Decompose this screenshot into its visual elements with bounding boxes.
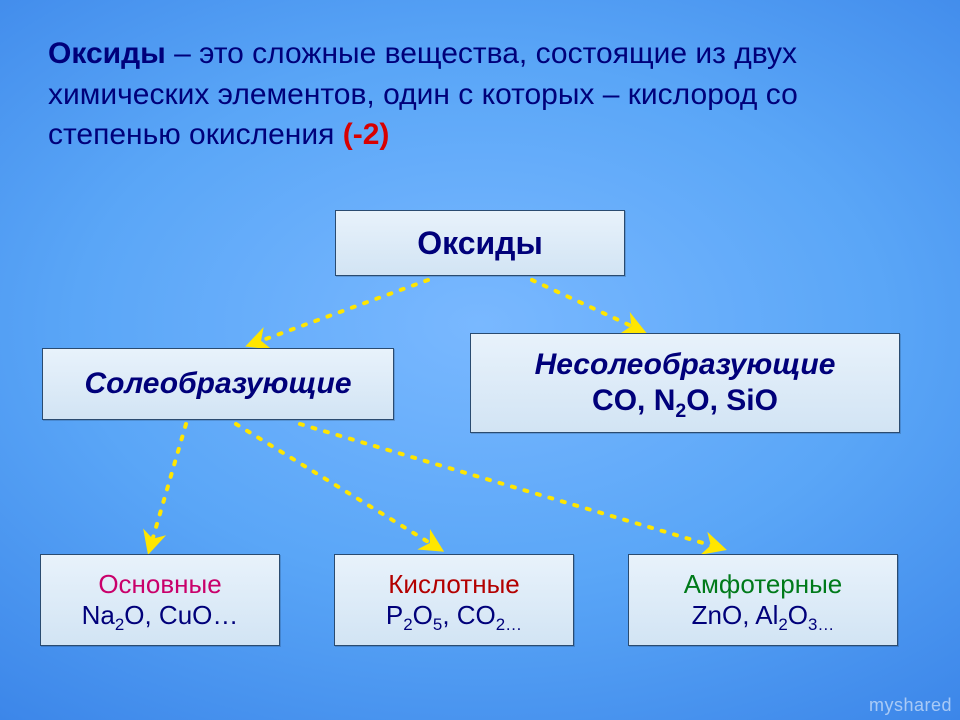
watermark: myshared xyxy=(869,695,952,716)
node-nesole-line1: Несолеобразующие xyxy=(535,347,836,383)
node-basic: Основные Na2O, CuO… xyxy=(40,554,280,646)
connector-oxides-sole xyxy=(252,280,428,344)
connector-oxides-nesole xyxy=(532,280,640,330)
definition-dash: – xyxy=(166,37,199,70)
node-ampho: Амфотерные ZnO, Al2O3… xyxy=(628,554,898,646)
node-sole-label: Солеобразующие xyxy=(84,366,351,402)
node-ampho-line1: Амфотерные xyxy=(684,569,843,600)
definition-oxstate: (-2) xyxy=(343,118,390,151)
definition-text: Оксиды – это сложные вещества, состоящие… xyxy=(48,34,912,156)
connector-sole-ampho xyxy=(300,424,720,548)
node-nesole: Несолеобразующие CO, N2O, SiO xyxy=(470,333,900,433)
node-basic-line2: Na2O, CuO… xyxy=(82,600,239,631)
node-oxides: Оксиды xyxy=(335,210,625,276)
node-sole: Солеобразующие xyxy=(42,348,394,420)
node-nesole-line2: CO, N2O, SiO xyxy=(592,383,778,419)
node-ampho-line2: ZnO, Al2O3… xyxy=(692,600,835,631)
connector-sole-basic xyxy=(150,424,186,548)
node-acidic-line1: Кислотные xyxy=(388,569,519,600)
node-oxides-label: Оксиды xyxy=(417,224,543,262)
connector-sole-acidic xyxy=(236,424,438,548)
definition-term: Оксиды xyxy=(48,37,166,70)
node-acidic-line2: P2O5, CO2… xyxy=(386,600,522,631)
node-basic-line1: Основные xyxy=(98,569,221,600)
node-acidic: Кислотные P2O5, CO2… xyxy=(334,554,574,646)
